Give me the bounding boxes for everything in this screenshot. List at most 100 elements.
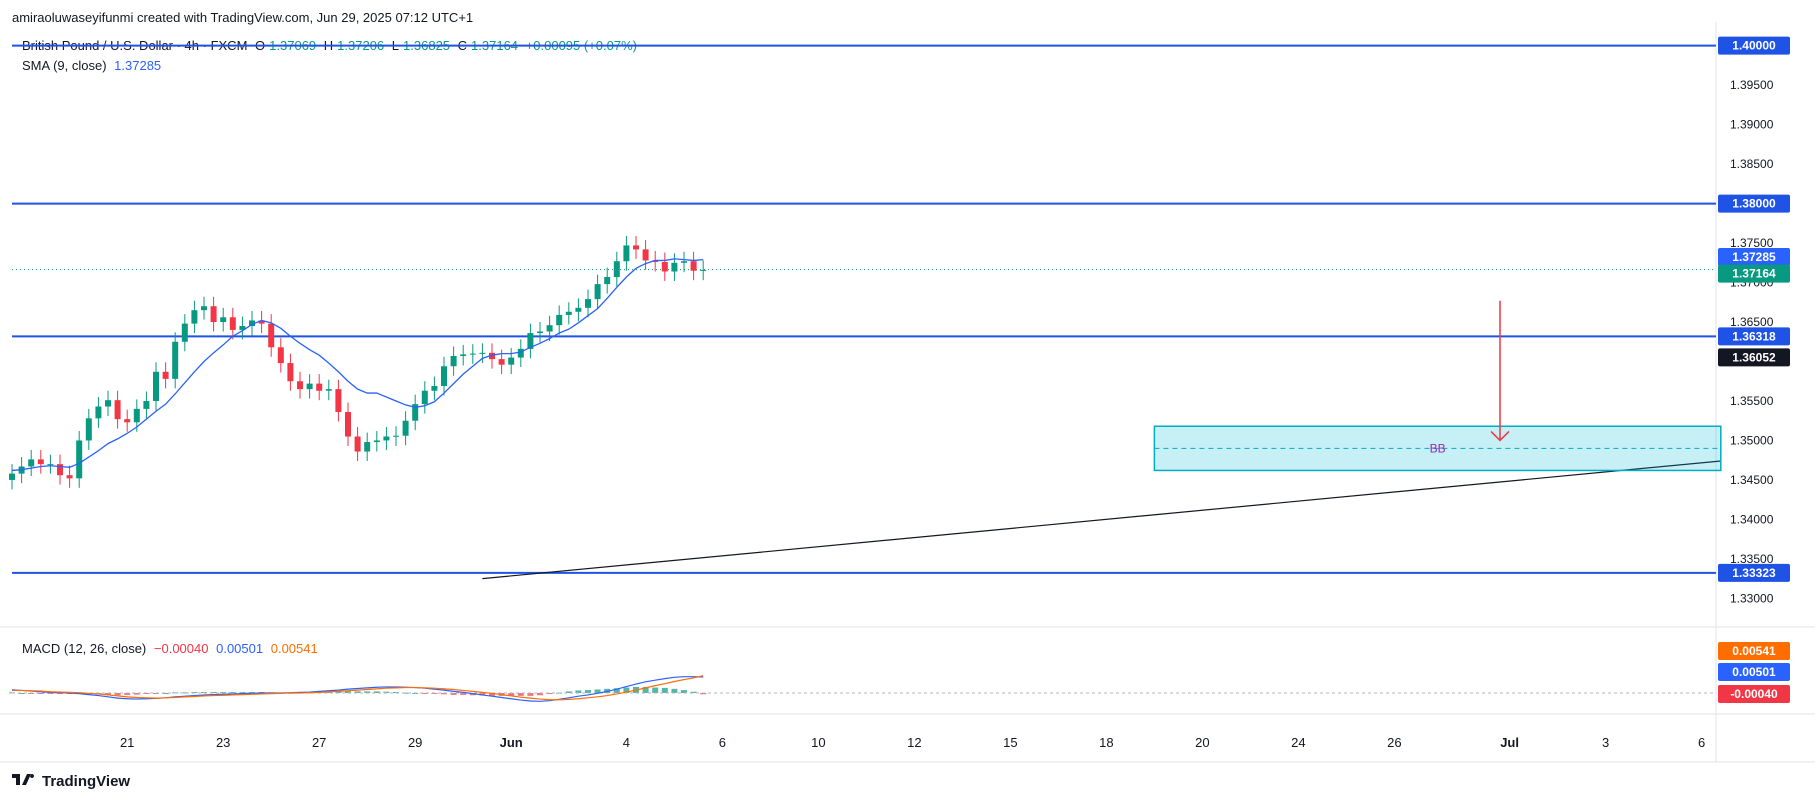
time-tick-label: 15 <box>1003 735 1017 750</box>
candle <box>143 391 150 419</box>
level-price-label: 1.36318 <box>1732 329 1776 343</box>
candle <box>287 353 294 391</box>
level-price-label-bg <box>1718 327 1790 346</box>
candle-body <box>393 435 399 437</box>
candle <box>556 305 563 335</box>
candle-body <box>450 355 457 367</box>
macd-histogram-bar <box>537 693 543 696</box>
candle-body <box>66 475 73 479</box>
zone-label: BB <box>1430 441 1446 455</box>
candle <box>508 348 515 375</box>
time-tick-label: 23 <box>216 735 230 750</box>
candle <box>623 235 630 271</box>
macd-histogram-bar <box>335 691 342 693</box>
time-tick-label: 18 <box>1099 735 1113 750</box>
candle-body <box>527 333 534 349</box>
crosshair-price-label-bg <box>1718 348 1790 367</box>
sma-price-label: 1.37285 <box>1732 250 1776 264</box>
macd-line <box>11 676 704 702</box>
macd-histogram-bar <box>325 692 332 694</box>
candle-body <box>364 442 371 452</box>
candle <box>249 310 255 336</box>
candle <box>239 316 246 340</box>
candle <box>431 376 438 401</box>
candle-body <box>681 261 687 263</box>
macd-histogram-bar <box>402 692 409 694</box>
candle <box>297 371 303 399</box>
price-tick-label: 1.39500 <box>1730 78 1774 92</box>
candle-body <box>700 269 707 271</box>
candle-body <box>277 347 284 364</box>
macd-histogram-bar <box>229 692 236 694</box>
macd-histogram-bar <box>690 691 697 693</box>
macd-histogram-bar <box>642 686 649 693</box>
candle-body <box>613 261 620 278</box>
time-tick-label: 4 <box>623 735 630 750</box>
macd-histogram-bar <box>441 693 447 695</box>
macd-histogram-bar <box>345 691 351 693</box>
price-tick-label: 1.37500 <box>1730 236 1774 250</box>
candle-body <box>37 459 44 465</box>
candle-body <box>191 310 198 324</box>
candle-body <box>268 323 275 348</box>
price-tick-label: 1.35500 <box>1730 394 1774 408</box>
candle <box>162 362 169 389</box>
macd-histogram-bar <box>421 693 428 694</box>
candle-body <box>469 353 476 355</box>
candle <box>479 343 486 364</box>
time-tick-label: 21 <box>120 735 134 750</box>
candle-body <box>143 400 150 409</box>
down-arrow-head <box>1490 430 1510 442</box>
candle <box>191 300 198 334</box>
candle <box>460 344 467 366</box>
macd-histogram-bar <box>613 688 620 693</box>
macd-histogram-bar <box>181 692 188 694</box>
candle-body <box>421 390 428 405</box>
candle-body <box>210 306 217 323</box>
candle-body <box>57 464 63 476</box>
time-tick-label: 10 <box>811 735 825 750</box>
candle <box>652 250 659 272</box>
macd-label[interactable]: MACD (12, 26, close) <box>22 641 147 656</box>
candle <box>335 379 342 422</box>
candle <box>642 239 649 270</box>
candle <box>124 409 131 432</box>
candle <box>354 427 361 461</box>
candle-body <box>642 249 649 261</box>
candle-body <box>85 418 92 441</box>
macd-signal-price-label: 0.00541 <box>1732 644 1776 658</box>
sma-label[interactable]: SMA (9, close) <box>22 58 107 73</box>
candle <box>114 390 121 429</box>
candle-body <box>239 325 246 330</box>
candle-body <box>594 284 601 300</box>
macd-histogram-bar <box>133 693 140 695</box>
macd-signal-value: 0.00541 <box>270 641 318 656</box>
candle-body <box>306 383 313 390</box>
candle-body <box>479 352 486 354</box>
macd-signal-price-label-bg <box>1718 642 1790 660</box>
time-tick-label: 26 <box>1387 735 1401 750</box>
candle-body <box>153 371 159 401</box>
candle <box>585 289 591 318</box>
macd-histogram-bar <box>364 691 371 693</box>
crosshair-price-label: 1.36052 <box>1732 350 1776 364</box>
candle-body <box>652 260 659 263</box>
candle <box>345 402 351 446</box>
candle <box>594 274 601 309</box>
price-tick-label: 1.34000 <box>1730 512 1774 526</box>
macd-histogram-bar <box>623 687 630 693</box>
candle-body <box>575 307 582 312</box>
candle-body <box>229 317 236 330</box>
created-by-text: amiraoluwaseyifunmi created with Trading… <box>12 10 474 25</box>
macd-histogram-bar <box>354 691 361 693</box>
candle <box>47 454 54 474</box>
candle <box>393 426 399 446</box>
candle <box>37 449 44 474</box>
macd-histogram-bar <box>661 687 668 693</box>
candle <box>258 310 265 334</box>
macd-histogram-bar <box>575 690 582 693</box>
level-price-label-bg <box>1718 563 1790 582</box>
candle-body <box>47 464 54 466</box>
candle-body <box>316 383 323 391</box>
